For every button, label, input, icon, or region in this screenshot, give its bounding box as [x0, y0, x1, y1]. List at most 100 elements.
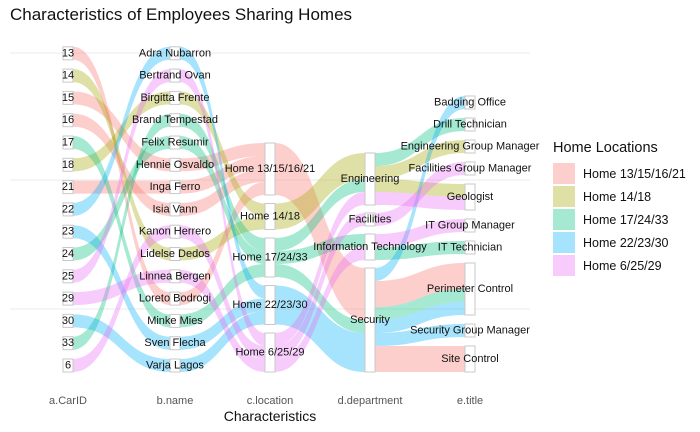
legend: Home Locations Home 13/15/16/21 Home 14/1… — [553, 140, 686, 277]
stratum-label: 22 — [62, 203, 74, 215]
stratum-label: Home 14/18 — [240, 211, 300, 223]
legend-label: Home 14/18 — [583, 189, 652, 204]
flow-ribbon — [180, 216, 265, 261]
flow-ribbon — [180, 182, 265, 306]
stratum-label: Security Group Manager — [410, 325, 530, 337]
flow-ribbon — [180, 225, 265, 359]
stratum-box — [169, 180, 181, 195]
stratum-label: Linnea Bergen — [139, 270, 211, 282]
flow-ribbon — [275, 166, 365, 230]
stratum-box — [62, 358, 74, 373]
flow-ribbon — [375, 346, 465, 359]
stratum-label: 6 — [65, 360, 71, 372]
stratum-box — [169, 247, 181, 261]
stratum-label: Birgitta Frente — [140, 92, 209, 104]
flow-ribbon — [73, 113, 170, 216]
stratum-label: Isia Vann — [152, 203, 197, 215]
stratum-box — [62, 269, 74, 284]
flow-ribbon — [73, 91, 170, 172]
stratum-label: 18 — [62, 159, 74, 171]
stratum-label: Geologist — [447, 191, 493, 203]
flow-ribbon — [275, 182, 365, 320]
flow-ribbon — [375, 179, 465, 197]
stratum-label: Lidelse Dedos — [140, 248, 210, 260]
stratum-box — [169, 68, 181, 83]
flow-ribbon — [275, 153, 365, 217]
flow-ribbon — [180, 311, 265, 372]
stratum-box — [62, 247, 74, 261]
stratum-label: Facilities — [349, 214, 392, 226]
axis-a-carid: 13 14 15 16 17 18 21 22 23 24 25 29 30 33 6 — [62, 46, 74, 373]
flows — [73, 46, 465, 372]
stratum-label: 14 — [62, 70, 74, 82]
stratum-box — [464, 183, 476, 211]
stratum-box — [464, 139, 476, 154]
flow-ribbon — [375, 162, 465, 226]
stratum-label: 15 — [62, 92, 74, 104]
stratum-label: Information Technology — [313, 241, 427, 253]
flow-ribbon — [375, 302, 465, 333]
stratum-box — [62, 291, 74, 306]
flow-ribbon — [275, 156, 365, 294]
stratum-box — [264, 142, 276, 196]
flow-ribbon — [180, 113, 265, 251]
stratum-label: Adra Nubarron — [139, 47, 211, 59]
legend-key — [553, 232, 575, 253]
axis-tick-label: a.CarID — [49, 395, 87, 407]
stratum-box — [62, 113, 74, 128]
legend-label: Home 22/23/30 — [583, 235, 669, 250]
stratum-box — [264, 203, 276, 230]
flow-ribbon — [375, 241, 465, 260]
stratum-box — [62, 202, 74, 217]
stratum-label: Minke Mies — [147, 315, 203, 327]
stratum-label: Loreto Bodrogi — [139, 293, 211, 305]
legend-label: Home 13/15/16/21 — [583, 166, 686, 181]
stratum-box — [62, 336, 74, 351]
flow-ribbon — [73, 46, 170, 306]
flow-ribbon — [73, 180, 170, 194]
flow-ribbon — [180, 264, 265, 328]
stratum-label: Security — [350, 314, 390, 326]
flow-ribbon — [275, 169, 365, 307]
stratum-box — [464, 323, 476, 338]
flow-ribbon — [275, 311, 365, 372]
flow-ribbon — [275, 264, 365, 333]
stratum-box — [464, 345, 476, 373]
stratum-box — [264, 332, 276, 373]
stratum-box — [464, 218, 476, 233]
stratum-label: Perimeter Control — [427, 283, 513, 295]
stratum-label: Home 17/24/33 — [232, 252, 307, 264]
flow-ribbon — [180, 136, 265, 264]
legend-key — [553, 209, 575, 230]
stratum-box — [62, 157, 74, 172]
stratum-box — [62, 90, 74, 105]
legend-key — [553, 163, 575, 184]
stratum-box — [62, 46, 74, 61]
stratum-box — [62, 68, 74, 83]
flow-ribbon — [275, 298, 365, 359]
flow-ribbon — [73, 91, 170, 172]
flow-ribbon — [375, 219, 465, 247]
stratum-label: Badging Office — [434, 97, 506, 109]
flow-ribbon — [73, 136, 170, 328]
stratum-box — [169, 202, 181, 217]
flow-ribbon — [73, 225, 170, 350]
stratum-label: IT Technician — [438, 242, 502, 254]
legend-item: Home 22/23/30 — [553, 231, 686, 254]
stratum-label: 16 — [62, 114, 74, 126]
flow-ribbon — [180, 169, 265, 216]
axis-tick-label: d.department — [338, 395, 403, 407]
flow-ribbon — [73, 314, 170, 372]
stratum-label: Drill Technician — [433, 119, 507, 131]
axis-c-location: Home 13/15/16/21 Home 14/18 Home 17/24/33 H… — [225, 142, 315, 373]
stratum-label: 17 — [62, 137, 74, 149]
flow-ribbon — [180, 91, 265, 217]
flow-ribbon — [180, 143, 265, 172]
stratum-box — [364, 152, 376, 206]
stratum-label: 13 — [62, 47, 74, 59]
flow-ribbon — [73, 225, 170, 372]
flow-ribbon — [275, 213, 365, 359]
stratum-label: IT Group Manager — [425, 220, 515, 232]
stratum-box — [169, 224, 181, 239]
